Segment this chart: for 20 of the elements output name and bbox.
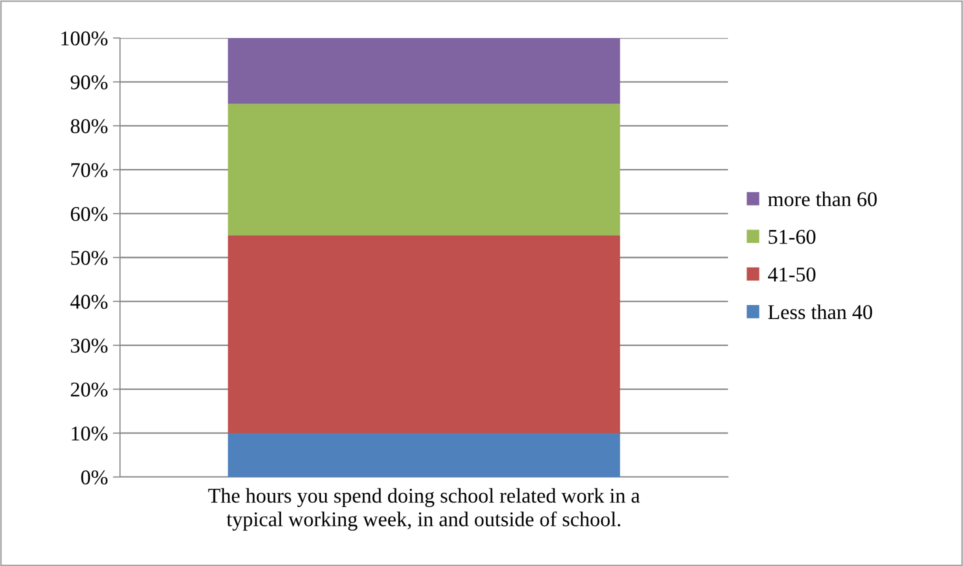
y-tick-label: 80% [70,119,108,134]
y-tick-label: 40% [70,294,108,309]
y-tick-label: 100% [61,31,108,46]
y-tick-label: 50% [71,250,108,265]
x-tick-label: The hours you spend doing school related work in a typical working week, in and outside of school. [208,488,640,531]
bar [228,38,620,104]
y-tick-label: 10% [72,426,108,441]
y-tick-label: 20% [70,382,108,397]
legend-label: Less than 40 [768,304,872,320]
y-tick-label: 60% [70,206,108,222]
bar [228,236,620,434]
legend-label: 41-50 [768,267,816,282]
y-tick-label: 70% [71,163,108,178]
bar [228,104,620,236]
legend-label: 51-60 [768,230,816,244]
bar [228,433,620,477]
y-tick-label: 0% [81,470,108,484]
y-tick-label: 30% [71,338,108,353]
legend-label: more than 60 [768,192,877,206]
y-tick-label: 90% [70,75,108,90]
